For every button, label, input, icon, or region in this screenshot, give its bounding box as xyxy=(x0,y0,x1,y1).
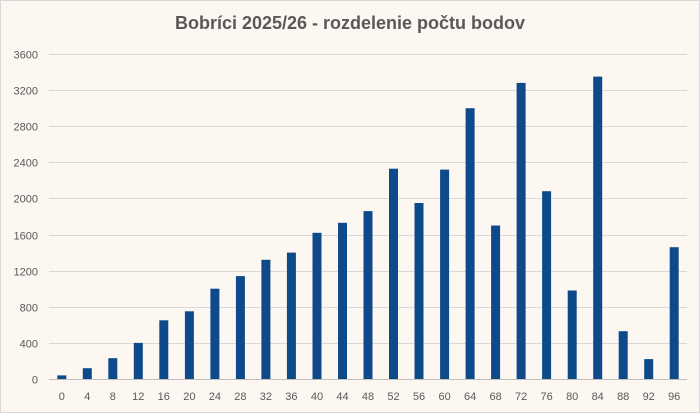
bar-56 xyxy=(414,203,424,379)
y-tick-label: 2800 xyxy=(14,122,38,134)
x-tick-label: 72 xyxy=(515,391,527,403)
x-tick-label: 88 xyxy=(617,391,629,403)
y-tick-label: 2400 xyxy=(14,158,38,170)
x-tick-label: 96 xyxy=(668,391,680,403)
bar-76 xyxy=(542,191,552,379)
chart-title: Bobríci 2025/26 - rozdelenie počtu bodov xyxy=(174,13,526,33)
bar-36 xyxy=(286,252,296,379)
bar-68 xyxy=(491,225,501,379)
x-tick-label: 52 xyxy=(387,391,399,403)
x-tick-label: 80 xyxy=(566,391,578,403)
bar-40 xyxy=(312,232,322,380)
y-tick-label: 1600 xyxy=(14,231,38,243)
bar-60 xyxy=(440,169,450,379)
bar-72 xyxy=(516,82,526,380)
x-tick-label: 92 xyxy=(643,391,655,403)
y-tick-label: 400 xyxy=(20,339,38,351)
x-axis-ticks: 0 4 8 12 16 20 24 28 32 36 40 44 48 52 56 60 64 68 72 76 80 8… xyxy=(59,391,681,403)
x-tick-label: 36 xyxy=(285,391,297,403)
y-axis-ticks: 0 400 800 1200 1600 2000 2400 2800 3200 3600 xyxy=(14,50,38,387)
bar-4 xyxy=(82,368,92,379)
y-tick-label: 0 xyxy=(32,375,38,387)
x-tick-label: 4 xyxy=(84,391,90,403)
x-tick-label: 40 xyxy=(311,391,323,403)
y-tick-label: 3200 xyxy=(14,86,38,98)
x-tick-label: 44 xyxy=(336,391,348,403)
x-tick-label: 20 xyxy=(183,391,195,403)
x-tick-label: 0 xyxy=(59,391,65,403)
bars xyxy=(57,76,679,380)
bar-12 xyxy=(133,342,143,379)
bar-44 xyxy=(338,222,347,379)
bar-88 xyxy=(618,331,628,379)
x-tick-label: 64 xyxy=(464,391,476,403)
bar-96 xyxy=(669,247,679,379)
x-tick-label: 48 xyxy=(362,391,374,403)
bar-80 xyxy=(567,290,577,379)
bar-28 xyxy=(235,276,245,379)
x-tick-label: 68 xyxy=(489,391,501,403)
x-tick-label: 84 xyxy=(592,391,604,403)
y-tick-label: 2000 xyxy=(14,194,38,206)
bar-32 xyxy=(261,259,271,379)
bar-24 xyxy=(210,288,220,379)
x-tick-label: 12 xyxy=(132,391,144,403)
x-tick-label: 32 xyxy=(260,391,272,403)
x-tick-label: 56 xyxy=(413,391,425,403)
bar-0 xyxy=(57,375,67,379)
y-tick-label: 1200 xyxy=(14,267,38,279)
y-tick-label: 800 xyxy=(20,303,38,315)
x-tick-label: 28 xyxy=(234,391,246,403)
x-tick-label: 8 xyxy=(110,391,116,403)
bar-92 xyxy=(644,359,654,379)
bar-8 xyxy=(108,358,118,379)
x-tick-label: 76 xyxy=(540,391,552,403)
bar-84 xyxy=(593,76,603,379)
bar-48 xyxy=(363,211,373,379)
bar-64 xyxy=(465,108,475,379)
x-tick-label: 24 xyxy=(209,391,221,403)
x-tick-label: 60 xyxy=(438,391,450,403)
bar-20 xyxy=(184,311,194,379)
x-tick-label: 16 xyxy=(158,391,170,403)
y-tick-label: 3600 xyxy=(14,50,38,62)
bar-16 xyxy=(159,320,169,379)
bar-52 xyxy=(389,168,398,379)
